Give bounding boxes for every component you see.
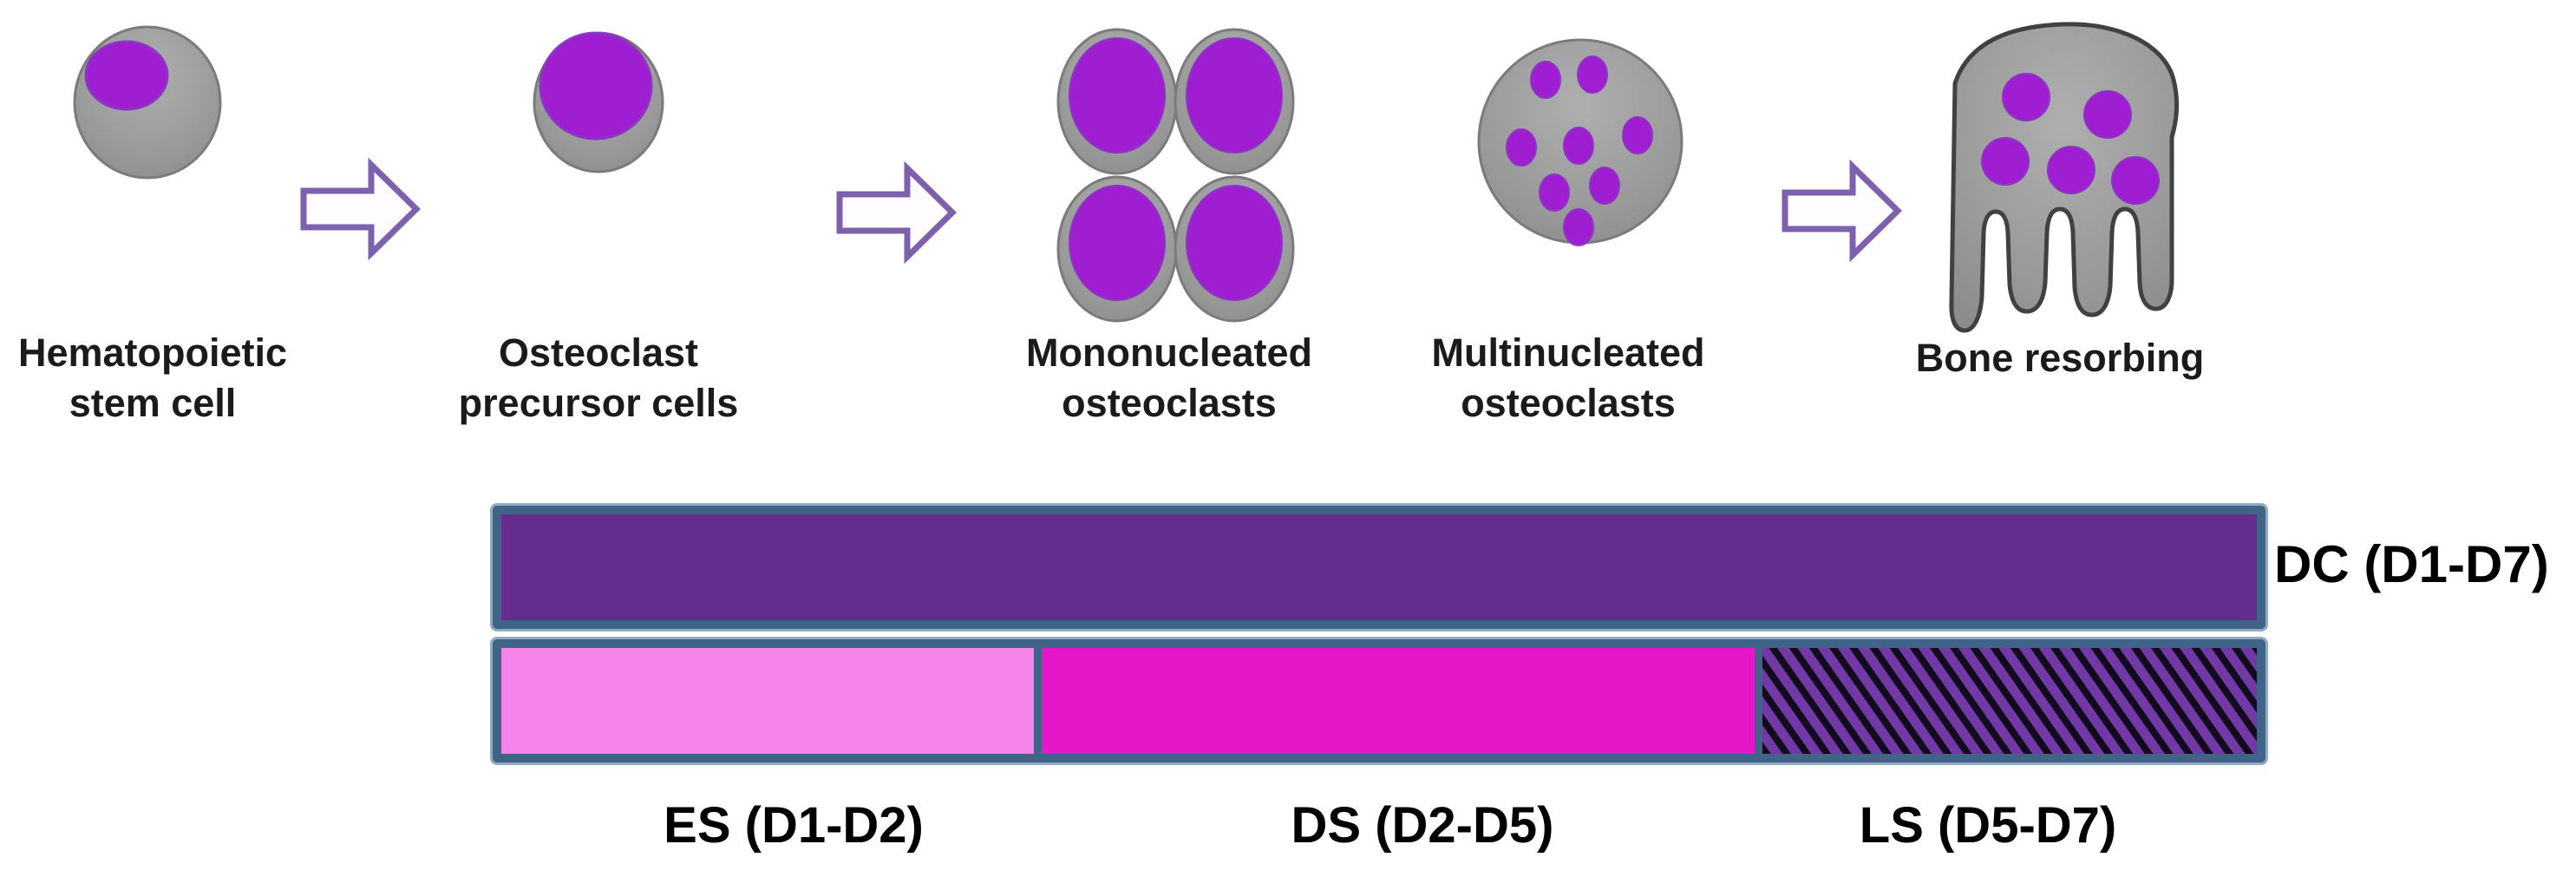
phase-label-ds: DS (D2-D5) (1291, 797, 1554, 854)
phase-label-ls: LS (D5-D7) (1859, 797, 2117, 854)
right-arrow-icon (300, 157, 421, 261)
phase-timeline-bar (493, 639, 2265, 762)
nucleus (1539, 173, 1570, 212)
phase-label-es: ES (D1-D2) (664, 797, 924, 854)
nucleus (1622, 116, 1653, 154)
nucleus (1577, 56, 1608, 94)
right-arrow-icon (1782, 159, 1902, 263)
nucleus (2047, 146, 2095, 194)
nucleus (1530, 61, 1561, 99)
stage-label-mononucleated-osteoclasts: Mononucleated osteoclasts (1025, 330, 1313, 425)
nucleus (539, 31, 653, 141)
nucleus (1563, 208, 1594, 246)
stage-label-bone-resorbing: Bone resorbing (1915, 336, 2205, 380)
right-arrow-icon (836, 160, 957, 265)
nucleus (2083, 90, 2132, 139)
stage-label-osteoclast-precursor-cells: Osteoclast precursor cells (458, 330, 739, 425)
phase-segment-es (501, 648, 1034, 754)
nucleus (84, 40, 169, 111)
bone-resorbing-illustration (1949, 22, 2180, 333)
nucleus (1186, 37, 1283, 154)
hematopoietic-stem-cell-illustration (73, 25, 222, 180)
nucleus (1506, 128, 1537, 167)
stage-label-multinucleated-osteoclasts: Multinucleated osteoclasts (1431, 330, 1705, 425)
nucleus (2111, 156, 2160, 205)
nucleus (1563, 127, 1594, 165)
phase-segment-ls (1755, 648, 2258, 754)
phase-segment-ds (1033, 648, 1755, 754)
nucleus (1186, 185, 1283, 301)
dc-timeline-bar (493, 506, 2265, 629)
nucleus (1069, 37, 1166, 154)
nucleus (1069, 185, 1166, 301)
mononucleated-osteoclasts-illustration (1056, 28, 1295, 323)
dc-bar-label: DC (D1-D7) (2274, 535, 2549, 593)
stage-label-hematopoietic-stem-cell: Hematopoietic stem cell (17, 330, 288, 425)
multinucleated-osteoclasts-illustration (1477, 38, 1684, 246)
nucleus (1589, 167, 1620, 205)
nucleus (1981, 137, 2030, 186)
osteoclast-precursor-cells-illustration (533, 31, 664, 173)
nucleus (2002, 73, 2050, 121)
